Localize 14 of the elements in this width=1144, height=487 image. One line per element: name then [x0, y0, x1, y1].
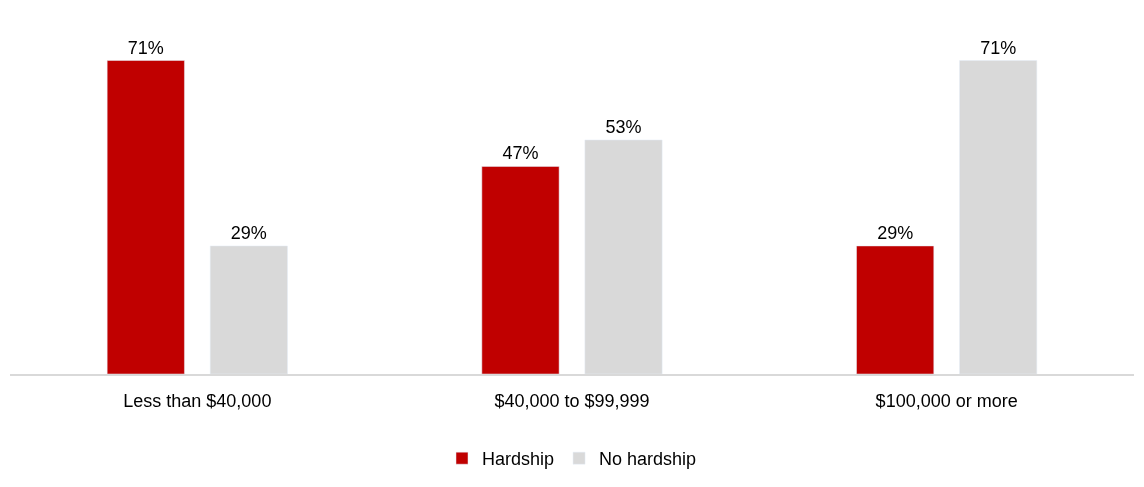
legend-label: No hardship	[599, 449, 697, 470]
data-label: 29%	[877, 222, 914, 243]
bar	[481, 166, 560, 374]
x-tick-label: $40,000 to $99,999	[494, 391, 650, 412]
data-label: 53%	[605, 116, 642, 137]
x-tick-label: $100,000 or more	[875, 391, 1018, 412]
data-label: 47%	[502, 143, 539, 164]
x-tick-label: Less than $40,000	[123, 391, 272, 412]
data-label: 71%	[127, 37, 164, 58]
legend-label: Hardship	[482, 449, 555, 470]
data-label: 29%	[230, 222, 267, 243]
bar	[856, 245, 935, 374]
data-label: 71%	[980, 37, 1017, 58]
bar	[106, 60, 185, 374]
